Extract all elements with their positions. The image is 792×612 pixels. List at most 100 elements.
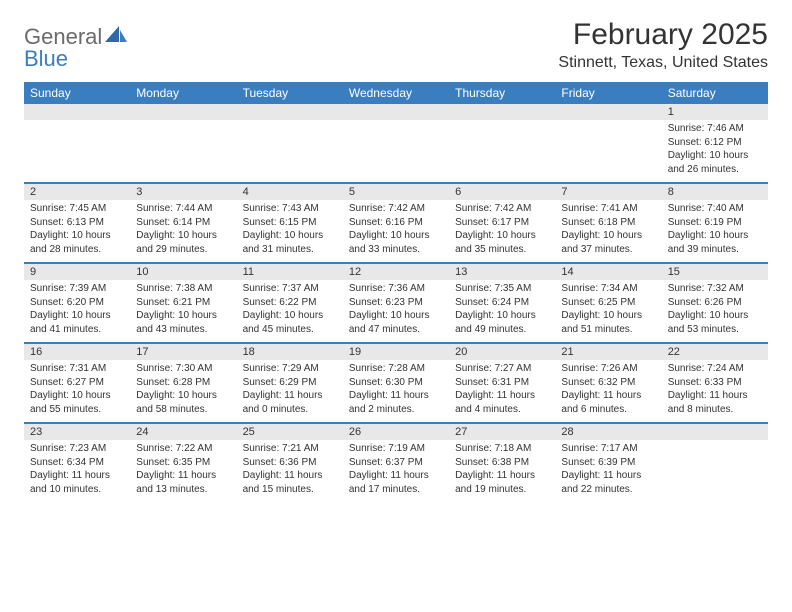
sunrise-text: Sunrise: 7:26 AM [561,362,655,376]
calendar-cell: 17Sunrise: 7:30 AMSunset: 6:28 PMDayligh… [130,344,236,422]
day-number: 9 [24,264,130,280]
day-number: 18 [237,344,343,360]
daylight-text: Daylight: 11 hours and 0 minutes. [243,389,337,416]
sunrise-text: Sunrise: 7:34 AM [561,282,655,296]
day-number: 8 [662,184,768,200]
calendar-cell: 4Sunrise: 7:43 AMSunset: 6:15 PMDaylight… [237,184,343,262]
sunrise-text: Sunrise: 7:44 AM [136,202,230,216]
daylight-text: Daylight: 10 hours and 28 minutes. [30,229,124,256]
calendar-cell: 19Sunrise: 7:28 AMSunset: 6:30 PMDayligh… [343,344,449,422]
calendar-cell: 26Sunrise: 7:19 AMSunset: 6:37 PMDayligh… [343,424,449,502]
sunset-text: Sunset: 6:34 PM [30,456,124,470]
sunrise-text: Sunrise: 7:31 AM [30,362,124,376]
daylight-text: Daylight: 11 hours and 4 minutes. [455,389,549,416]
calendar-cell: 3Sunrise: 7:44 AMSunset: 6:14 PMDaylight… [130,184,236,262]
day-content: Sunrise: 7:19 AMSunset: 6:37 PMDaylight:… [343,440,449,502]
calendar-row: 9Sunrise: 7:39 AMSunset: 6:20 PMDaylight… [24,264,768,344]
daylight-text: Daylight: 11 hours and 6 minutes. [561,389,655,416]
calendar-row: 1Sunrise: 7:46 AMSunset: 6:12 PMDaylight… [24,104,768,184]
day-number: 2 [24,184,130,200]
day-number: 28 [555,424,661,440]
day-content: Sunrise: 7:31 AMSunset: 6:27 PMDaylight:… [24,360,130,422]
sunset-text: Sunset: 6:28 PM [136,376,230,390]
sunset-text: Sunset: 6:30 PM [349,376,443,390]
calendar-cell: 6Sunrise: 7:42 AMSunset: 6:17 PMDaylight… [449,184,555,262]
calendar-cell: 7Sunrise: 7:41 AMSunset: 6:18 PMDaylight… [555,184,661,262]
day-content: Sunrise: 7:24 AMSunset: 6:33 PMDaylight:… [662,360,768,422]
day-content: Sunrise: 7:23 AMSunset: 6:34 PMDaylight:… [24,440,130,502]
calendar-cell: 9Sunrise: 7:39 AMSunset: 6:20 PMDaylight… [24,264,130,342]
day-number: 3 [130,184,236,200]
sunrise-text: Sunrise: 7:42 AM [455,202,549,216]
sunrise-text: Sunrise: 7:21 AM [243,442,337,456]
day-content: Sunrise: 7:17 AMSunset: 6:39 PMDaylight:… [555,440,661,502]
day-content: Sunrise: 7:37 AMSunset: 6:22 PMDaylight:… [237,280,343,342]
day-content: Sunrise: 7:26 AMSunset: 6:32 PMDaylight:… [555,360,661,422]
sunset-text: Sunset: 6:16 PM [349,216,443,230]
day-number: 14 [555,264,661,280]
day-number: 7 [555,184,661,200]
daylight-text: Daylight: 10 hours and 45 minutes. [243,309,337,336]
calendar-cell: 21Sunrise: 7:26 AMSunset: 6:32 PMDayligh… [555,344,661,422]
day-number: 10 [130,264,236,280]
day-content: Sunrise: 7:21 AMSunset: 6:36 PMDaylight:… [237,440,343,502]
sunrise-text: Sunrise: 7:41 AM [561,202,655,216]
calendar-cell: 13Sunrise: 7:35 AMSunset: 6:24 PMDayligh… [449,264,555,342]
sunset-text: Sunset: 6:26 PM [668,296,762,310]
calendar-cell: 2Sunrise: 7:45 AMSunset: 6:13 PMDaylight… [24,184,130,262]
calendar-cell: 12Sunrise: 7:36 AMSunset: 6:23 PMDayligh… [343,264,449,342]
day-content [24,120,130,128]
day-content [555,120,661,128]
sunrise-text: Sunrise: 7:36 AM [349,282,443,296]
sunrise-text: Sunrise: 7:29 AM [243,362,337,376]
day-number: 23 [24,424,130,440]
day-number: 4 [237,184,343,200]
calendar-cell: 23Sunrise: 7:23 AMSunset: 6:34 PMDayligh… [24,424,130,502]
calendar-cell: 20Sunrise: 7:27 AMSunset: 6:31 PMDayligh… [449,344,555,422]
calendar-cell: 25Sunrise: 7:21 AMSunset: 6:36 PMDayligh… [237,424,343,502]
weekday-header: Sunday [24,82,130,104]
daylight-text: Daylight: 11 hours and 10 minutes. [30,469,124,496]
calendar-cell [662,424,768,502]
day-content: Sunrise: 7:42 AMSunset: 6:16 PMDaylight:… [343,200,449,262]
calendar-cell [555,104,661,182]
daylight-text: Daylight: 11 hours and 15 minutes. [243,469,337,496]
daylight-text: Daylight: 11 hours and 13 minutes. [136,469,230,496]
day-number [237,104,343,120]
sunrise-text: Sunrise: 7:35 AM [455,282,549,296]
weekday-header: Monday [130,82,236,104]
day-content: Sunrise: 7:36 AMSunset: 6:23 PMDaylight:… [343,280,449,342]
calendar-cell [237,104,343,182]
daylight-text: Daylight: 11 hours and 8 minutes. [668,389,762,416]
sunset-text: Sunset: 6:32 PM [561,376,655,390]
location: Stinnett, Texas, United States [558,54,768,72]
calendar-cell: 14Sunrise: 7:34 AMSunset: 6:25 PMDayligh… [555,264,661,342]
calendar-cell: 16Sunrise: 7:31 AMSunset: 6:27 PMDayligh… [24,344,130,422]
day-content: Sunrise: 7:41 AMSunset: 6:18 PMDaylight:… [555,200,661,262]
sunrise-text: Sunrise: 7:43 AM [243,202,337,216]
sunset-text: Sunset: 6:21 PM [136,296,230,310]
sunrise-text: Sunrise: 7:32 AM [668,282,762,296]
sunset-text: Sunset: 6:14 PM [136,216,230,230]
sunset-text: Sunset: 6:33 PM [668,376,762,390]
sunrise-text: Sunrise: 7:30 AM [136,362,230,376]
daylight-text: Daylight: 10 hours and 37 minutes. [561,229,655,256]
daylight-text: Daylight: 10 hours and 51 minutes. [561,309,655,336]
sunrise-text: Sunrise: 7:42 AM [349,202,443,216]
daylight-text: Daylight: 10 hours and 26 minutes. [668,149,762,176]
sunset-text: Sunset: 6:20 PM [30,296,124,310]
day-number: 26 [343,424,449,440]
sunset-text: Sunset: 6:37 PM [349,456,443,470]
header: General February 2025 Stinnett, Texas, U… [24,18,768,72]
logo-word2: Blue [24,46,68,72]
month-title: February 2025 [558,18,768,52]
day-content: Sunrise: 7:35 AMSunset: 6:24 PMDaylight:… [449,280,555,342]
calendar-cell: 5Sunrise: 7:42 AMSunset: 6:16 PMDaylight… [343,184,449,262]
day-content: Sunrise: 7:22 AMSunset: 6:35 PMDaylight:… [130,440,236,502]
day-content: Sunrise: 7:43 AMSunset: 6:15 PMDaylight:… [237,200,343,262]
calendar-header-row: Sunday Monday Tuesday Wednesday Thursday… [24,82,768,104]
day-content: Sunrise: 7:45 AMSunset: 6:13 PMDaylight:… [24,200,130,262]
daylight-text: Daylight: 10 hours and 55 minutes. [30,389,124,416]
calendar-cell [343,104,449,182]
calendar-cell: 8Sunrise: 7:40 AMSunset: 6:19 PMDaylight… [662,184,768,262]
